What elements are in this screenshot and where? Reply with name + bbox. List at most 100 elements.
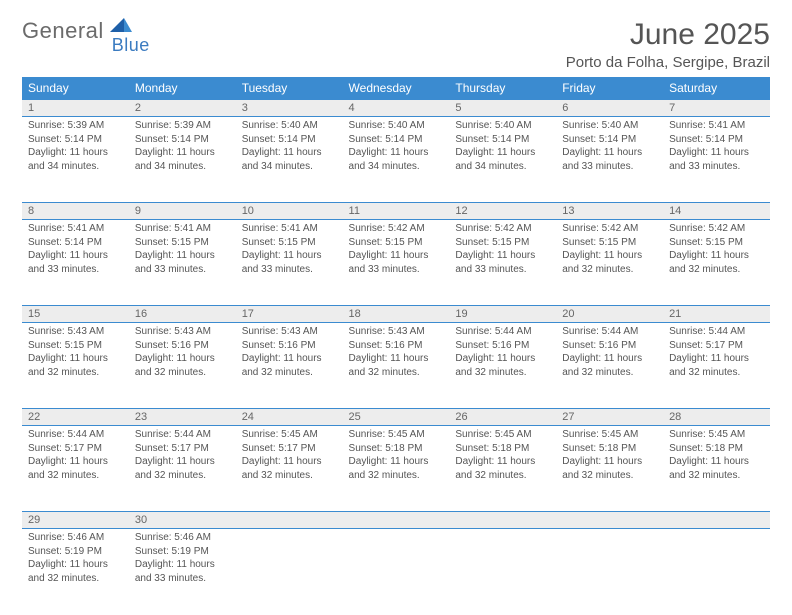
- day-number: 3: [236, 100, 343, 116]
- sunrise-line: Sunrise: 5:40 AM: [349, 119, 444, 133]
- daylight-line: Daylight: 11 hours and 32 minutes.: [135, 352, 230, 379]
- sunset-line: Sunset: 5:16 PM: [562, 339, 657, 353]
- daynum-cell: 20: [556, 306, 663, 323]
- day-cell: Sunrise: 5:46 AMSunset: 5:19 PMDaylight:…: [129, 529, 236, 591]
- sunset-line: Sunset: 5:14 PM: [349, 133, 444, 147]
- day-cell: Sunrise: 5:45 AMSunset: 5:18 PMDaylight:…: [556, 426, 663, 488]
- sunrise-line: Sunrise: 5:46 AM: [28, 531, 123, 545]
- sunset-line: Sunset: 5:14 PM: [135, 133, 230, 147]
- empty-daynum-cell: [449, 512, 556, 529]
- daynum-cell: 28: [663, 409, 770, 426]
- day-number: 14: [663, 203, 770, 219]
- week-row: Sunrise: 5:43 AMSunset: 5:15 PMDaylight:…: [22, 323, 770, 409]
- day-content-cell: Sunrise: 5:41 AMSunset: 5:15 PMDaylight:…: [129, 220, 236, 306]
- day-number: 20: [556, 306, 663, 322]
- day-content-cell: Sunrise: 5:39 AMSunset: 5:14 PMDaylight:…: [129, 117, 236, 203]
- day-cell: Sunrise: 5:41 AMSunset: 5:14 PMDaylight:…: [22, 220, 129, 282]
- day-number: 28: [663, 409, 770, 425]
- sunset-line: Sunset: 5:15 PM: [455, 236, 550, 250]
- day-number: 2: [129, 100, 236, 116]
- daynum-row: 891011121314: [22, 203, 770, 220]
- sunrise-line: Sunrise: 5:41 AM: [242, 222, 337, 236]
- empty-daynum-cell: [343, 512, 450, 529]
- daynum-row: 15161718192021: [22, 306, 770, 323]
- daylight-line: Daylight: 11 hours and 33 minutes.: [669, 146, 764, 173]
- weekday-header: Wednesday: [343, 77, 450, 100]
- logo-text-blue: Blue: [112, 35, 150, 56]
- sunset-line: Sunset: 5:14 PM: [669, 133, 764, 147]
- day-cell: Sunrise: 5:39 AMSunset: 5:14 PMDaylight:…: [22, 117, 129, 179]
- sunrise-line: Sunrise: 5:45 AM: [242, 428, 337, 442]
- daylight-line: Daylight: 11 hours and 32 minutes.: [669, 249, 764, 276]
- sunrise-line: Sunrise: 5:39 AM: [28, 119, 123, 133]
- day-number: 5: [449, 100, 556, 116]
- daynum-cell: 23: [129, 409, 236, 426]
- sunset-line: Sunset: 5:14 PM: [455, 133, 550, 147]
- sunset-line: Sunset: 5:15 PM: [135, 236, 230, 250]
- location-subtitle: Porto da Folha, Sergipe, Brazil: [566, 54, 770, 71]
- sunrise-line: Sunrise: 5:46 AM: [135, 531, 230, 545]
- day-cell: Sunrise: 5:44 AMSunset: 5:17 PMDaylight:…: [22, 426, 129, 488]
- day-cell: Sunrise: 5:44 AMSunset: 5:16 PMDaylight:…: [556, 323, 663, 385]
- sunrise-line: Sunrise: 5:44 AM: [562, 325, 657, 339]
- daylight-line: Daylight: 11 hours and 32 minutes.: [242, 352, 337, 379]
- day-cell: Sunrise: 5:40 AMSunset: 5:14 PMDaylight:…: [556, 117, 663, 179]
- daynum-cell: 15: [22, 306, 129, 323]
- daylight-line: Daylight: 11 hours and 32 minutes.: [28, 455, 123, 482]
- daynum-cell: 5: [449, 100, 556, 117]
- day-content-cell: Sunrise: 5:45 AMSunset: 5:18 PMDaylight:…: [449, 426, 556, 512]
- day-content-cell: Sunrise: 5:41 AMSunset: 5:14 PMDaylight:…: [22, 220, 129, 306]
- sunrise-line: Sunrise: 5:40 AM: [242, 119, 337, 133]
- logo: General Blue: [22, 18, 172, 44]
- sunset-line: Sunset: 5:16 PM: [135, 339, 230, 353]
- day-cell: Sunrise: 5:42 AMSunset: 5:15 PMDaylight:…: [556, 220, 663, 282]
- daylight-line: Daylight: 11 hours and 32 minutes.: [669, 352, 764, 379]
- daylight-line: Daylight: 11 hours and 34 minutes.: [242, 146, 337, 173]
- daylight-line: Daylight: 11 hours and 33 minutes.: [349, 249, 444, 276]
- header-bar: General Blue June 2025 Porto da Folha, S…: [22, 18, 770, 71]
- daynum-cell: 10: [236, 203, 343, 220]
- daylight-line: Daylight: 11 hours and 32 minutes.: [349, 352, 444, 379]
- day-cell: Sunrise: 5:42 AMSunset: 5:15 PMDaylight:…: [343, 220, 450, 282]
- day-number: 12: [449, 203, 556, 219]
- daynum-cell: 9: [129, 203, 236, 220]
- sunset-line: Sunset: 5:17 PM: [669, 339, 764, 353]
- day-cell: Sunrise: 5:42 AMSunset: 5:15 PMDaylight:…: [449, 220, 556, 282]
- weekday-header: Monday: [129, 77, 236, 100]
- sunset-line: Sunset: 5:14 PM: [28, 236, 123, 250]
- day-content-cell: Sunrise: 5:42 AMSunset: 5:15 PMDaylight:…: [556, 220, 663, 306]
- daynum-row: 22232425262728: [22, 409, 770, 426]
- day-number: 22: [22, 409, 129, 425]
- day-number: 13: [556, 203, 663, 219]
- day-content-cell: Sunrise: 5:45 AMSunset: 5:18 PMDaylight:…: [556, 426, 663, 512]
- day-content-cell: Sunrise: 5:45 AMSunset: 5:17 PMDaylight:…: [236, 426, 343, 512]
- empty-cell: [556, 529, 663, 615]
- day-content-cell: Sunrise: 5:40 AMSunset: 5:14 PMDaylight:…: [343, 117, 450, 203]
- sunset-line: Sunset: 5:15 PM: [349, 236, 444, 250]
- daylight-line: Daylight: 11 hours and 32 minutes.: [455, 455, 550, 482]
- day-content-cell: Sunrise: 5:45 AMSunset: 5:18 PMDaylight:…: [663, 426, 770, 512]
- sunrise-line: Sunrise: 5:44 AM: [669, 325, 764, 339]
- sunrise-line: Sunrise: 5:42 AM: [455, 222, 550, 236]
- day-number: 15: [22, 306, 129, 322]
- sunrise-line: Sunrise: 5:40 AM: [562, 119, 657, 133]
- sunrise-line: Sunrise: 5:45 AM: [455, 428, 550, 442]
- day-cell: Sunrise: 5:40 AMSunset: 5:14 PMDaylight:…: [343, 117, 450, 179]
- day-cell: Sunrise: 5:42 AMSunset: 5:15 PMDaylight:…: [663, 220, 770, 282]
- daynum-cell: 1: [22, 100, 129, 117]
- sunrise-line: Sunrise: 5:43 AM: [349, 325, 444, 339]
- daynum-cell: 25: [343, 409, 450, 426]
- day-cell: Sunrise: 5:40 AMSunset: 5:14 PMDaylight:…: [236, 117, 343, 179]
- sunrise-line: Sunrise: 5:41 AM: [669, 119, 764, 133]
- week-row: Sunrise: 5:39 AMSunset: 5:14 PMDaylight:…: [22, 117, 770, 203]
- sunrise-line: Sunrise: 5:44 AM: [455, 325, 550, 339]
- sunset-line: Sunset: 5:18 PM: [562, 442, 657, 456]
- day-cell: Sunrise: 5:43 AMSunset: 5:15 PMDaylight:…: [22, 323, 129, 385]
- empty-daynum-cell: [236, 512, 343, 529]
- daynum-cell: 30: [129, 512, 236, 529]
- weekday-header: Thursday: [449, 77, 556, 100]
- daylight-line: Daylight: 11 hours and 32 minutes.: [349, 455, 444, 482]
- day-number: 7: [663, 100, 770, 116]
- day-content-cell: Sunrise: 5:43 AMSunset: 5:15 PMDaylight:…: [22, 323, 129, 409]
- empty-cell: [663, 529, 770, 615]
